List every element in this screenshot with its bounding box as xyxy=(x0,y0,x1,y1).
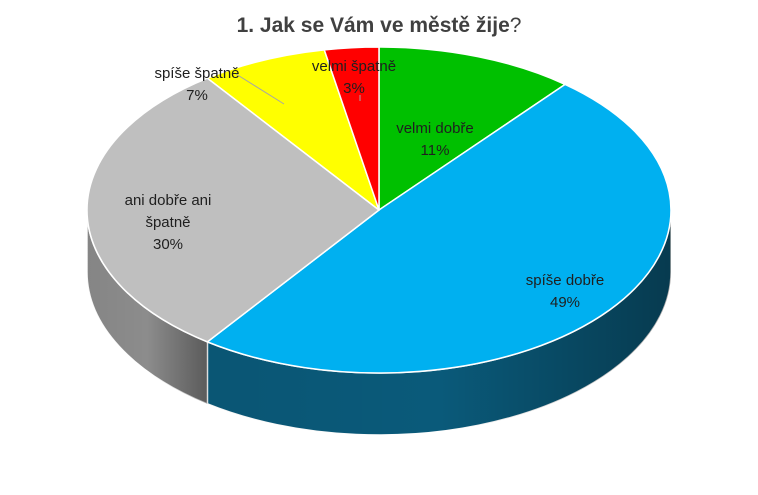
slice-label-3: spíše špatně 7% xyxy=(154,65,239,104)
slice-value-1: 49% xyxy=(550,294,580,311)
slice-label-text-2-0: ani dobře ani xyxy=(125,192,212,209)
slice-label-text-2-1: špatně xyxy=(145,214,190,231)
slice-value-4: 3% xyxy=(343,80,365,97)
pie-slice-0 xyxy=(378,46,566,211)
slice-label-4: velmi špatně 3% xyxy=(312,58,396,97)
slice-label-text-4-0: velmi špatně xyxy=(312,58,396,75)
pie-slice-1 xyxy=(206,83,672,374)
leader-line-3 xyxy=(235,73,285,105)
chart-title-suffix: ? xyxy=(509,14,522,37)
pie-sides xyxy=(86,209,672,436)
slice-label-text-1-0: spíše dobře xyxy=(526,272,604,289)
pie-slice-3 xyxy=(206,49,380,211)
slice-label-text-0-0: velmi dobře xyxy=(396,120,474,137)
pie-slice-2 xyxy=(86,77,380,343)
pie-side-shade-1 xyxy=(207,210,671,435)
pie-side-shade-2 xyxy=(87,210,208,404)
slice-label-0: velmi dobře 11% xyxy=(396,120,474,159)
chart-title: 1. Jak se Vám ve městě žije? xyxy=(0,14,758,38)
pie-slices xyxy=(86,46,672,374)
chart-title-text: 1. Jak se Vám ve městě žije xyxy=(236,14,510,37)
slice-label-1: spíše dobře 49% xyxy=(526,272,604,311)
pie-slice-4 xyxy=(323,46,380,211)
slice-value-3: 7% xyxy=(186,87,208,104)
slice-label-2: ani dobře ani špatně 30% xyxy=(125,192,212,253)
slice-value-0: 11% xyxy=(421,142,450,159)
slice-label-text-3-0: spíše špatně xyxy=(154,65,239,82)
slice-value-2: 30% xyxy=(153,236,183,253)
pie-labels: velmi dobře 11% spíše dobře 49% ani dobře an… xyxy=(125,58,605,311)
